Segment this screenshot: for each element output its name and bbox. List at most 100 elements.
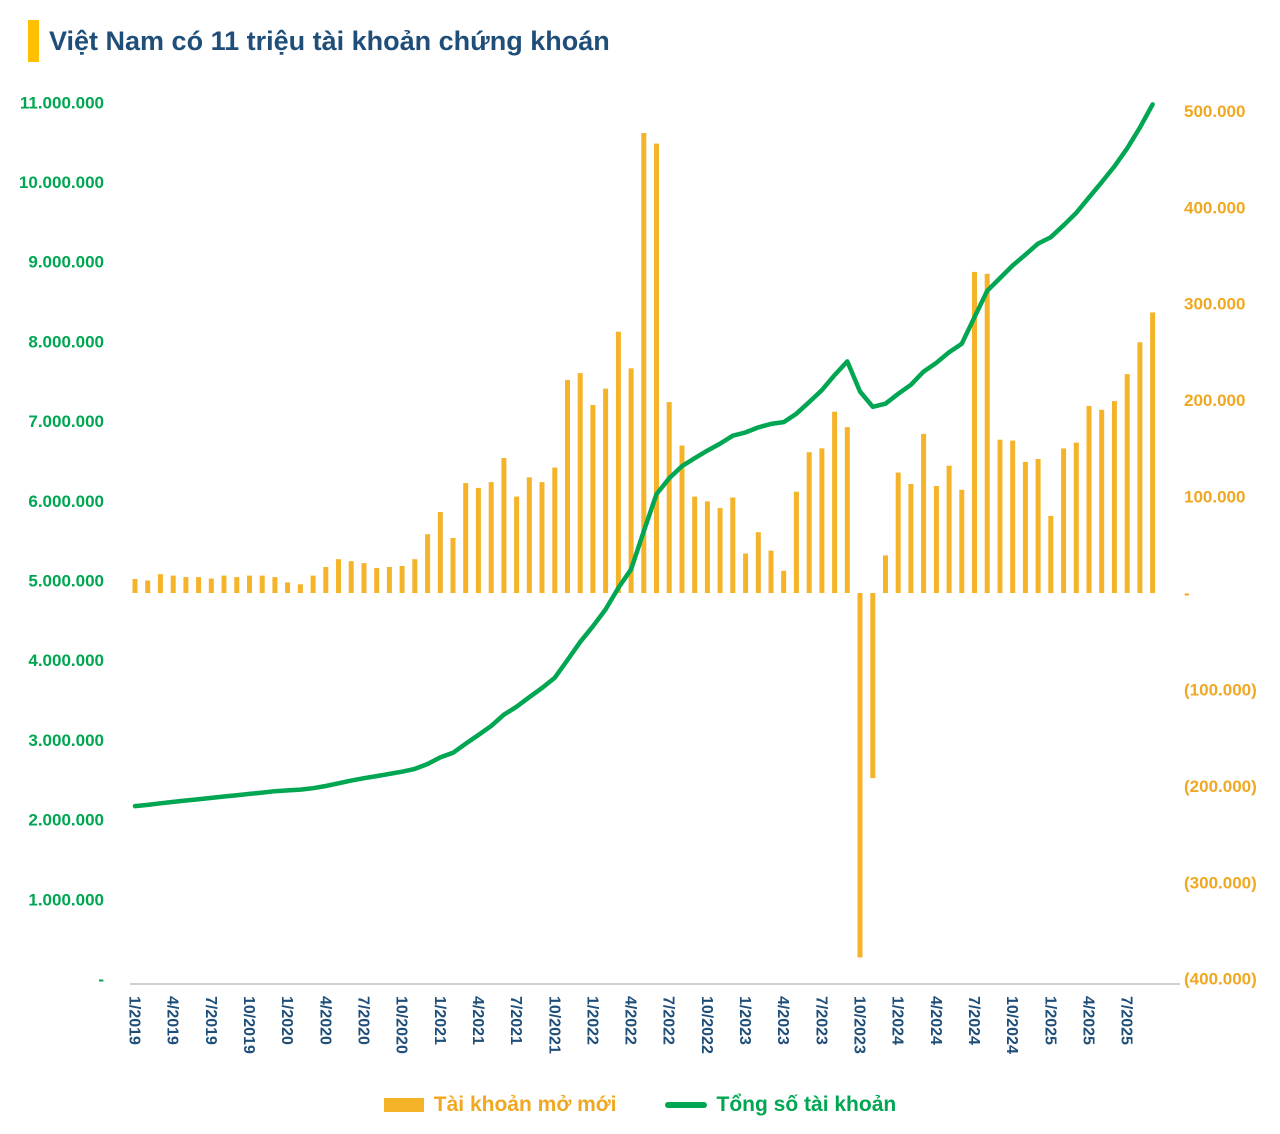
bar (297, 584, 303, 593)
bar (870, 593, 876, 779)
bar (539, 482, 545, 593)
right-axis-labels: 500.000 400.000 300.000 200.000 100.000 - (100… (1184, 102, 1257, 989)
bar (743, 553, 749, 593)
svg-text:4/2023: 4/2023 (774, 996, 791, 1045)
bar (234, 577, 240, 593)
bar-series-swatch (383, 1098, 424, 1112)
svg-text:1/2019: 1/2019 (126, 996, 143, 1045)
bar (615, 331, 621, 593)
line-series (132, 102, 1155, 809)
svg-text:1/2021: 1/2021 (431, 996, 448, 1045)
bar (259, 575, 265, 593)
svg-text:(100.000): (100.000) (1184, 680, 1257, 699)
svg-text:10/2021: 10/2021 (545, 996, 562, 1054)
svg-text:7/2025: 7/2025 (1118, 996, 1135, 1045)
bar (386, 567, 392, 593)
bar (972, 271, 977, 593)
bar (170, 575, 176, 593)
bar (552, 467, 558, 593)
svg-text:4/2021: 4/2021 (469, 996, 486, 1045)
bar (768, 550, 774, 593)
line-series-swatch (664, 1102, 707, 1108)
legend-item-new-accounts: Tài khoản mở mới (383, 1093, 617, 1117)
bar (272, 577, 278, 593)
bar (679, 445, 685, 593)
bar (1099, 409, 1105, 593)
svg-text:10/2019: 10/2019 (240, 996, 257, 1054)
svg-text:1/2020: 1/2020 (278, 996, 295, 1045)
svg-text:-: - (1184, 584, 1190, 603)
bar (1124, 374, 1130, 593)
svg-text:10/2020: 10/2020 (393, 996, 410, 1054)
legend-label-new-accounts: Tài khoản mở mới (433, 1093, 617, 1116)
bar (1010, 440, 1016, 593)
bar (488, 482, 494, 593)
bar (361, 563, 367, 593)
bar (399, 566, 405, 593)
bars-series (132, 133, 1156, 958)
svg-text:7/2022: 7/2022 (660, 996, 677, 1045)
bar (323, 567, 329, 593)
bar (857, 593, 863, 958)
bar (157, 574, 163, 593)
bar (412, 559, 418, 593)
svg-text:2.000.000: 2.000.000 (28, 811, 104, 830)
svg-text:1/2022: 1/2022 (583, 996, 600, 1045)
svg-text:10/2023: 10/2023 (851, 996, 868, 1054)
bar (641, 133, 647, 593)
svg-text:500.000: 500.000 (1184, 102, 1245, 121)
svg-text:100.000: 100.000 (1184, 488, 1245, 507)
svg-text:300.000: 300.000 (1184, 295, 1245, 314)
bar (514, 496, 520, 593)
bar (921, 433, 927, 593)
svg-text:1/2025: 1/2025 (1041, 996, 1058, 1045)
bar (781, 570, 787, 593)
svg-text:-: - (98, 970, 104, 989)
svg-text:10.000.000: 10.000.000 (19, 173, 104, 192)
svg-text:400.000: 400.000 (1184, 198, 1245, 217)
bar (310, 575, 316, 593)
bar (730, 497, 736, 593)
bar (717, 508, 723, 593)
bar (1035, 459, 1041, 593)
bar (704, 501, 710, 593)
svg-text:7.000.000: 7.000.000 (28, 412, 104, 431)
bar (565, 379, 570, 593)
bar (1073, 442, 1079, 593)
bar (755, 532, 761, 593)
svg-text:7/2024: 7/2024 (965, 996, 982, 1045)
bar (437, 512, 443, 593)
bar (1022, 461, 1028, 593)
bar (603, 388, 609, 593)
svg-text:200.000: 200.000 (1184, 391, 1245, 410)
bar (806, 452, 812, 593)
bar (590, 405, 596, 593)
bar (819, 448, 825, 593)
svg-text:4/2024: 4/2024 (927, 996, 944, 1045)
bar (793, 491, 799, 593)
bar (997, 439, 1003, 593)
bar (1111, 401, 1117, 593)
svg-text:7/2019: 7/2019 (202, 996, 219, 1045)
chart-header: Việt Nam có 11 triệu tài khoản chứng kho… (28, 20, 610, 62)
bar (933, 486, 939, 593)
bar (247, 575, 252, 593)
svg-text:3.000.000: 3.000.000 (28, 731, 104, 750)
x-axis-labels: 1/2019 4/2019 7/2019 10/2019 1/2020 4/2020 7/2… (126, 996, 1135, 1054)
page-title: Việt Nam có 11 triệu tài khoản chứng kho… (49, 25, 610, 56)
bar (654, 143, 659, 593)
bar (183, 577, 189, 593)
svg-text:(300.000): (300.000) (1184, 873, 1257, 892)
bar (628, 368, 634, 593)
svg-text:8.000.000: 8.000.000 (28, 332, 104, 351)
legend-label-total-accounts: Tổng số tài khoản (716, 1093, 897, 1116)
bar (501, 458, 507, 593)
bar (1048, 515, 1054, 593)
bar (208, 578, 214, 593)
bar (959, 489, 965, 593)
svg-text:1.000.000: 1.000.000 (28, 890, 104, 909)
svg-text:(200.000): (200.000) (1184, 777, 1257, 796)
left-axis-labels: 11.000.000 10.000.000 9.000.000 8.000.000 7.… (19, 93, 104, 989)
bar (577, 373, 583, 593)
